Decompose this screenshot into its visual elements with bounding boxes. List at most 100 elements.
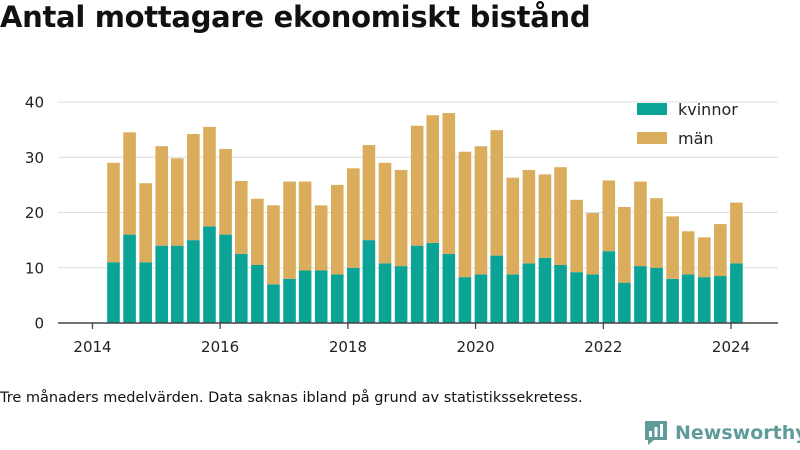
chart-footnote: Tre månaders medelvärden. Data saknas ib… [0,390,583,406]
bar-män-2020-05 [490,130,504,256]
bar-män-2016-11 [267,205,280,285]
bar-kvinnor-2016-05 [234,253,248,323]
bar-män-2022-08 [634,181,647,267]
bar-kvinnor-2018-08 [378,263,392,323]
brand-name: Newsworthy [675,422,800,444]
bar-kvinnor-2014-11 [139,262,152,323]
bar-kvinnor-2016-11 [267,284,280,323]
bar-män-2018-02 [347,168,360,268]
brand-logo: Newsworthy [644,420,800,446]
bar-män-2020-02 [474,146,488,275]
bar-män-2024-02 [730,202,743,264]
bar-kvinnor-2017-11 [330,274,344,323]
x-tick-label: 2018 [329,338,367,356]
bar-kvinnor-2019-05 [426,242,440,323]
bar-kvinnor-2017-08 [314,270,328,323]
bar-män-2021-11 [586,213,599,275]
bar-kvinnor-2023-02 [666,278,679,323]
y-tick-label: 40 [25,94,44,112]
bar-män-2021-05 [554,167,567,265]
bar-män-2018-05 [362,145,376,241]
bar-kvinnor-2018-05 [362,240,376,324]
bar-kvinnor-2023-11 [714,276,727,323]
stacked-bar-chart: 0 10 20 30 40 2014 2016 2018 2020 2022 2024 kvinno… [25,94,778,356]
bar-män-2022-02 [602,180,616,252]
x-tick-label: 2016 [201,338,239,356]
bar-män-2022-11 [650,198,663,268]
bar-män-2015-02 [155,146,169,246]
bar-kvinnor-2022-11 [650,267,663,323]
y-tick-label: 10 [25,259,44,277]
bar-män-2021-08 [570,199,583,273]
bar-kvinnor-2020-08 [506,274,520,323]
bar-kvinnor-2014-08 [123,234,136,323]
x-tick-label: 2014 [73,338,111,356]
bar-kvinnor-2022-02 [602,251,616,323]
bar-män-2019-11 [458,151,472,278]
chart-bars [107,113,743,324]
bar-kvinnor-2021-11 [586,274,599,323]
bar-män-2015-08 [187,134,200,241]
bar-män-2016-02 [219,148,232,235]
bar-kvinnor-2020-11 [522,263,536,323]
bar-kvinnor-2015-02 [155,245,169,323]
x-tick-label: 2022 [584,338,622,356]
bar-kvinnor-2019-11 [458,277,472,323]
bar-män-2017-05 [298,181,312,271]
bar-kvinnor-2023-05 [681,274,695,323]
bar-män-2018-08 [378,162,392,264]
bar-män-2018-11 [394,169,408,267]
chart-axes: 0 10 20 30 40 2014 2016 2018 2020 2022 2024 [25,94,778,356]
bar-män-2019-02 [410,125,424,246]
bar-kvinnor-2023-08 [697,277,711,323]
bar-kvinnor-2022-08 [634,266,647,323]
y-tick-label: 30 [25,149,44,167]
bar-män-2019-08 [442,113,456,254]
bar-män-2014-11 [139,183,152,263]
bar-kvinnor-2015-05 [171,245,184,323]
bar-män-2020-11 [522,169,536,264]
bar-män-2023-02 [666,216,679,279]
bar-kvinnor-2017-05 [298,270,312,323]
bar-män-2016-05 [234,181,248,254]
legend-swatch-kvinnor [637,103,667,115]
bar-kvinnor-2014-05 [107,262,120,323]
bar-kvinnor-2018-02 [347,267,360,323]
bar-män-2023-08 [697,237,711,278]
bar-kvinnor-2019-02 [410,245,424,323]
bar-kvinnor-2022-05 [618,282,631,323]
bar-män-2019-05 [426,115,440,243]
bar-kvinnor-2016-08 [251,264,264,323]
bar-kvinnor-2017-02 [283,278,296,323]
y-tick-label: 20 [25,204,44,222]
bar-män-2021-02 [538,174,552,258]
bar-män-2020-08 [506,177,520,275]
bar-kvinnor-2020-05 [490,255,504,323]
bar-män-2017-08 [314,205,328,271]
bar-kvinnor-2015-11 [203,226,216,323]
newsworthy-logo-icon [645,421,667,445]
bar-kvinnor-2021-02 [538,257,552,323]
bar-kvinnor-2019-08 [442,253,456,323]
bar-kvinnor-2021-08 [570,272,583,323]
y-tick-label: 0 [34,315,44,333]
bar-män-2023-11 [714,224,727,277]
bar-män-2017-02 [283,181,296,279]
bar-kvinnor-2018-11 [394,266,408,323]
legend-label-kvinnor: kvinnor [678,100,738,119]
bar-kvinnor-2021-05 [554,264,567,323]
bar-kvinnor-2016-02 [219,234,232,323]
chart-legend: kvinnor män [637,100,738,148]
bar-kvinnor-2015-08 [187,240,200,324]
legend-label-män: män [678,129,714,148]
legend-swatch-män [637,132,667,144]
bar-män-2022-05 [618,206,631,283]
bar-män-2017-11 [330,184,344,275]
page-title: Antal mottagare ekonomiskt bistånd [0,0,591,34]
bar-män-2023-05 [681,231,695,275]
bar-män-2016-08 [251,198,264,265]
bar-män-2014-08 [123,132,136,235]
bar-kvinnor-2020-02 [474,274,488,323]
x-tick-label: 2024 [712,338,750,356]
bar-män-2015-11 [203,126,216,227]
